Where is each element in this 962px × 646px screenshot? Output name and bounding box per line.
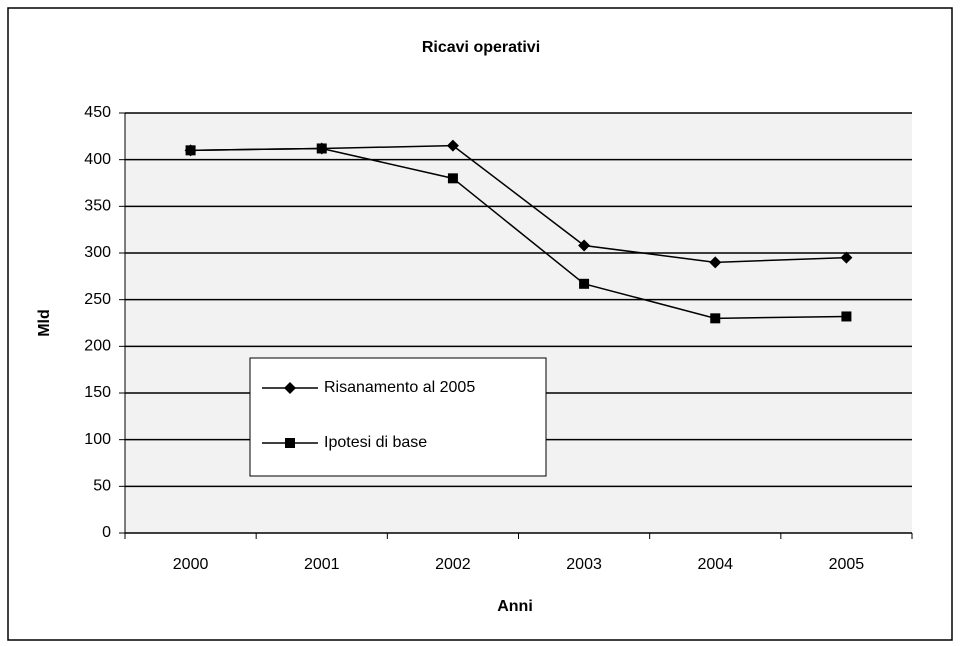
- marker: [841, 311, 852, 322]
- legend-box: [249, 357, 547, 477]
- marker: [709, 256, 722, 269]
- legend: Risanamento al 2005 Ipotesi di base: [249, 357, 547, 477]
- marker: [710, 313, 721, 324]
- marker: [447, 173, 458, 184]
- legend-label: Ipotesi di base: [324, 434, 427, 451]
- marker: [185, 145, 196, 156]
- x-tick-label: 2005: [829, 556, 865, 573]
- x-tick-label: 2004: [697, 556, 733, 573]
- y-tick-label: 250: [84, 291, 111, 308]
- y-tick-label: 100: [84, 431, 111, 448]
- y-tick-label: 450: [84, 104, 111, 121]
- marker: [446, 139, 459, 152]
- y-tick-label: 200: [84, 338, 111, 355]
- y-tick-label: 0: [102, 524, 111, 541]
- x-axis-label: Anni: [497, 598, 533, 615]
- y-tick-label: 150: [84, 384, 111, 401]
- marker: [840, 251, 853, 264]
- marker: [579, 278, 590, 289]
- marker: [578, 239, 591, 252]
- y-axis-label: Mld: [36, 309, 53, 337]
- marker: [284, 382, 296, 394]
- x-tick-label: 2001: [304, 556, 340, 573]
- x-tick-label: 2003: [566, 556, 602, 573]
- y-tick-label: 350: [84, 198, 111, 215]
- y-tick-label: 400: [84, 151, 111, 168]
- legend-label: Risanamento al 2005: [324, 379, 475, 396]
- x-tick-label: 2000: [173, 556, 209, 573]
- y-tick-label: 300: [84, 244, 111, 261]
- series-line: [190, 147, 847, 320]
- marker: [285, 438, 295, 448]
- y-tick-label: 50: [93, 478, 111, 495]
- chart-title: Ricavi operativi: [422, 39, 540, 56]
- marker: [316, 143, 327, 154]
- x-tick-label: 2002: [435, 556, 471, 573]
